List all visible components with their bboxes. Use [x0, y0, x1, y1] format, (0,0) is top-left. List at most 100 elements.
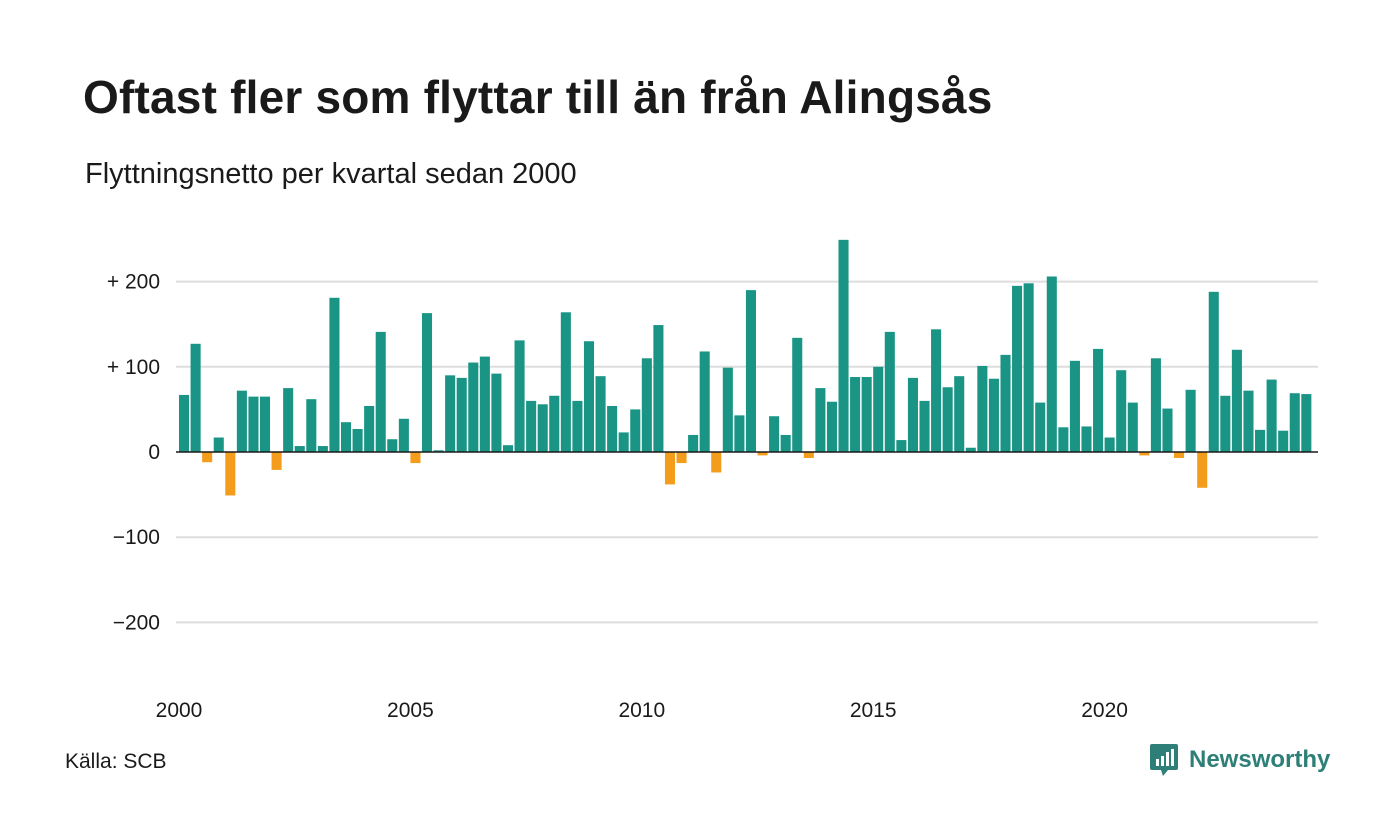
bar: [1278, 430, 1289, 452]
bar: [1243, 390, 1254, 452]
bar: [1000, 354, 1011, 452]
bar: [676, 452, 687, 464]
bar: [248, 396, 259, 452]
bar: [375, 331, 386, 452]
bar: [410, 452, 421, 464]
x-tick-label: 2010: [618, 699, 665, 722]
bar: [931, 329, 942, 452]
bar: [1046, 276, 1057, 452]
bar: [664, 452, 676, 485]
bar: [1035, 402, 1046, 452]
bar: [560, 312, 571, 452]
bar: [1289, 393, 1300, 452]
bar: [1255, 429, 1266, 452]
bar: [583, 341, 595, 452]
bar: [954, 376, 965, 452]
bar: [1208, 291, 1219, 452]
bar: [988, 378, 999, 452]
bar: [618, 432, 629, 452]
y-tick-label: + 200: [107, 271, 160, 294]
bar: [1174, 452, 1185, 458]
bar: [317, 446, 328, 452]
bar: [202, 452, 213, 463]
bar: [1093, 348, 1104, 452]
x-tick-label: 2000: [156, 699, 203, 722]
bar: [896, 440, 907, 452]
bar: [306, 399, 317, 452]
bar: [364, 405, 375, 452]
bar: [271, 452, 282, 470]
brand-name: Newsworthy: [1189, 746, 1331, 773]
source-note: Källa: SCB: [65, 750, 167, 773]
bar: [907, 377, 918, 452]
x-tick-labels: 2000 2005 2010 2015 2020: [156, 699, 1128, 722]
y-tick-label: −200: [113, 611, 160, 634]
bar: [1127, 402, 1138, 452]
bar: [641, 358, 652, 452]
bar: [526, 400, 537, 452]
bar: [711, 452, 722, 473]
bar: [803, 452, 814, 458]
bar: [734, 415, 745, 452]
x-tick-label: 2020: [1081, 699, 1128, 722]
bar: [445, 375, 456, 452]
bar: [942, 387, 953, 452]
x-tick-label: 2015: [850, 699, 897, 722]
bar: [792, 337, 803, 452]
bar: [549, 395, 560, 452]
bar: [421, 313, 433, 452]
bar: [1301, 394, 1312, 452]
bar: [294, 446, 305, 452]
bar: [1081, 426, 1092, 452]
bar: [179, 394, 190, 452]
bar: [815, 388, 826, 452]
bar: [688, 434, 699, 452]
bar: [537, 404, 548, 452]
bar: [607, 405, 618, 452]
y-tick-label: −100: [113, 526, 160, 549]
bar: [1058, 427, 1069, 452]
bar: [236, 390, 247, 452]
bar: [1162, 408, 1173, 452]
bar: [259, 396, 271, 452]
bar: [468, 362, 479, 452]
bar: [919, 400, 930, 452]
bar: [502, 445, 514, 452]
bar: [884, 331, 895, 452]
bar: [745, 290, 756, 452]
bar: [1023, 283, 1034, 452]
bar: [873, 366, 884, 452]
bar: [1104, 437, 1115, 452]
bar: [1185, 389, 1196, 452]
bar: [456, 377, 467, 452]
bar: [433, 450, 444, 452]
bar: [1069, 360, 1080, 452]
bar: [780, 434, 791, 452]
bar: [757, 452, 768, 456]
bar: [213, 437, 224, 452]
bar: [1266, 379, 1277, 452]
bar: [630, 409, 641, 452]
chart-subtitle: Flyttningsnetto per kvartal sedan 2000: [85, 158, 577, 190]
bar: [1197, 452, 1208, 488]
bars: [179, 239, 1312, 496]
brand-logo: Newsworthy: [1149, 743, 1330, 777]
bar: [699, 351, 710, 452]
bar: [329, 297, 340, 452]
bar: [283, 388, 294, 452]
bar: [826, 401, 837, 452]
bar: [387, 439, 398, 452]
y-tick-label: + 100: [107, 356, 160, 379]
bar: [225, 452, 236, 496]
bar: [653, 325, 664, 452]
y-tick-label: 0: [148, 441, 160, 464]
bar: [340, 422, 352, 452]
bar: [1012, 285, 1023, 452]
bar: [1220, 395, 1231, 452]
bar: [190, 343, 201, 452]
bar: [977, 365, 988, 452]
bar: [398, 418, 409, 452]
bar: [838, 239, 849, 452]
bar: [479, 356, 490, 452]
